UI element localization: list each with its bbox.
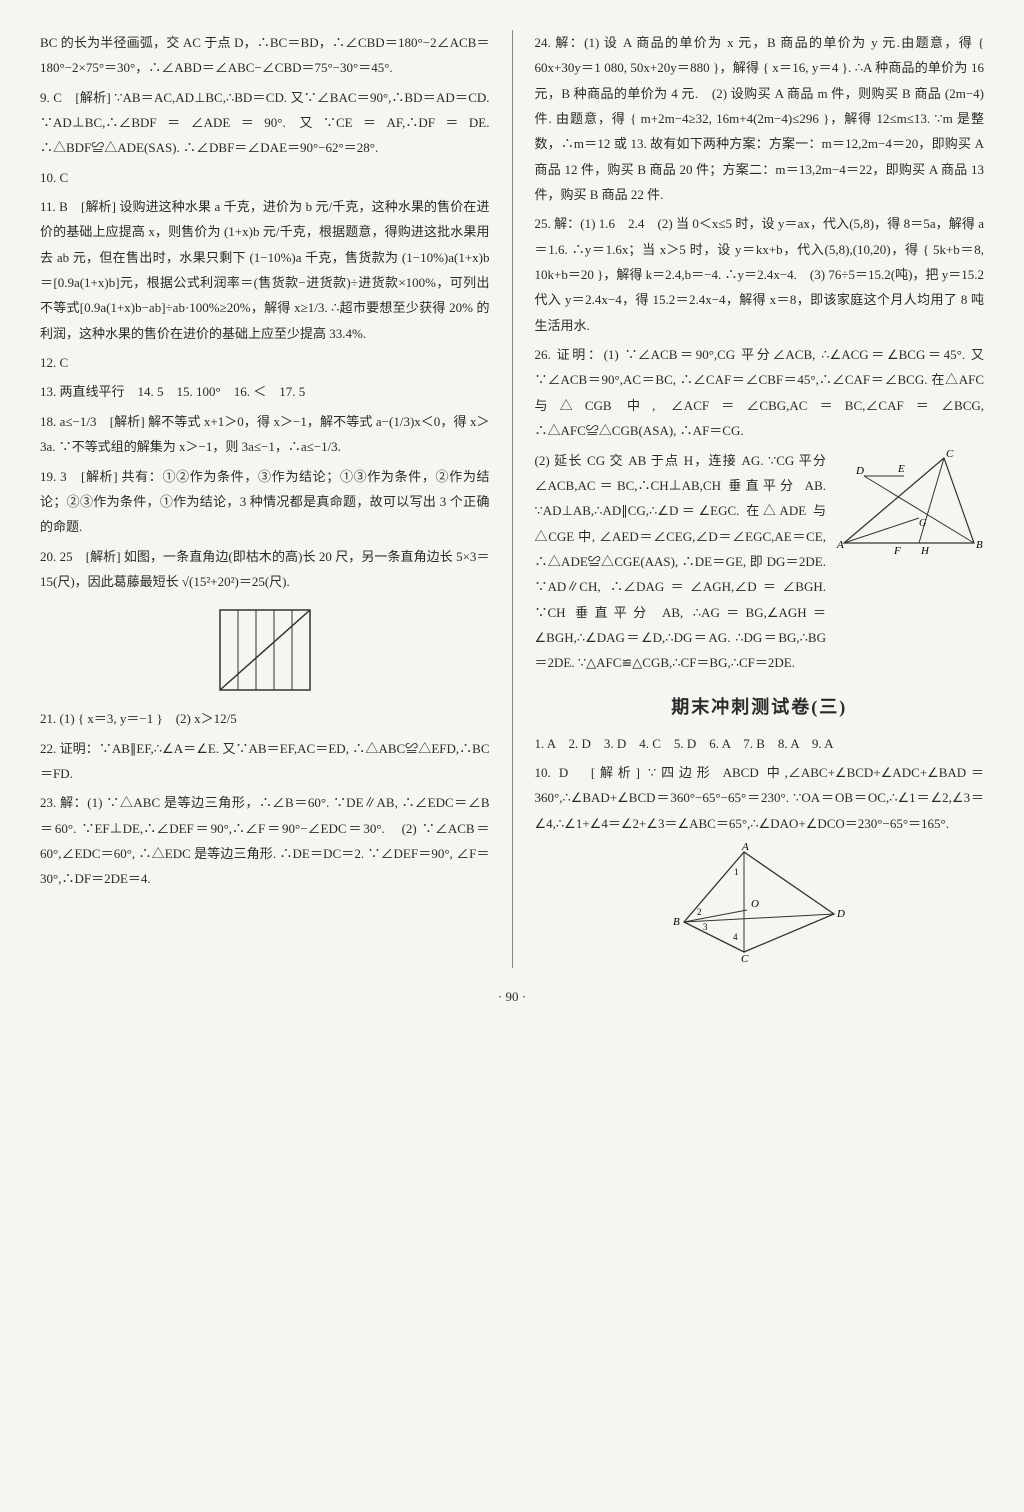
svg-text:3: 3 (703, 922, 708, 932)
quadrilateral-diagram: A B C D O 1 2 3 4 (669, 842, 849, 962)
svg-text:A: A (741, 842, 749, 853)
svg-text:H: H (920, 545, 930, 557)
answer-21: 21. (1) { x＝3, y＝−1 } (2) x＞12/5 (40, 706, 490, 731)
svg-text:4: 4 (733, 932, 738, 942)
svg-text:C: C (741, 953, 749, 962)
svg-text:A: A (836, 539, 844, 551)
answer-26-part2: (2) 延长 CG 交 AB 于点 H，连接 AG. ∵CG 平分∠ACB,AC… (535, 448, 827, 676)
answer-18: 18. a≤−1/3 [解析] 解不等式 x+1＞0，得 x＞−1，解不等式 a… (40, 409, 490, 460)
svg-text:D: D (855, 465, 864, 477)
svg-text:D: D (836, 908, 845, 920)
svg-text:O: O (751, 898, 759, 910)
answer-9: 9. C [解析] ∵AB＝AC,AD⊥BC,∴BD＝CD. 又∵∠BAC＝90… (40, 85, 490, 161)
test3-heading: 期末冲刺测试卷(三) (535, 690, 985, 725)
svg-text:C: C (946, 448, 954, 460)
answer-26-part1: 26. 证明：(1) ∵∠ACB＝90°,CG 平分∠ACB, ∴∠ACG＝∠B… (535, 342, 985, 443)
page-number: · 90 · (40, 984, 984, 1009)
answer-23: 23. 解：(1) ∵△ABC 是等边三角形，∴∠B＝60°. ∵DE∥AB, … (40, 790, 490, 891)
left-column: BC 的长为半径画弧，交 AC 于点 D，∴BC＝BD，∴∠CBD＝180°−2… (40, 30, 490, 968)
answer-10: 10. C (40, 165, 490, 190)
answer-19: 19. 3 [解析] 共有：①②作为条件，③作为结论；①③作为条件，②作为结论；… (40, 464, 490, 540)
continuation-text: BC 的长为半径画弧，交 AC 于点 D，∴BC＝BD，∴∠CBD＝180°−2… (40, 30, 490, 81)
right-column: 24. 解：(1) 设 A 商品的单价为 x 元，B 商品的单价为 y 元.由题… (535, 30, 985, 968)
answer-24: 24. 解：(1) 设 A 商品的单价为 x 元，B 商品的单价为 y 元.由题… (535, 30, 985, 207)
svg-text:G: G (919, 518, 926, 529)
svg-text:E: E (897, 463, 905, 475)
answers-13-17: 13. 两直线平行 14. 5 15. 100° 16. ＜ 17. 5 (40, 379, 490, 404)
answer-11: 11. B [解析] 设购进这种水果 a 千克，进价为 b 元/千克，这种水果的… (40, 194, 490, 346)
answer-12: 12. C (40, 350, 490, 375)
rectangle-grid-diagram (210, 600, 320, 700)
svg-text:F: F (893, 545, 901, 557)
triangle-diagram-26: A B C D E F H G (834, 448, 984, 558)
svg-text:B: B (673, 916, 680, 928)
answer-22: 22. 证明：∵AB∥EF,∴∠A＝∠E. 又∵AB＝EF,AC＝ED, ∴△A… (40, 736, 490, 787)
svg-text:B: B (976, 539, 983, 551)
svg-text:2: 2 (697, 907, 702, 917)
test3-answer-10: 10. D [解析] ∵四边形 ABCD 中,∠ABC+∠BCD+∠ADC+∠B… (535, 760, 985, 836)
test3-answers-1-9: 1. A 2. D 3. D 4. C 5. D 6. A 7. B 8. A … (535, 731, 985, 756)
page-container: BC 的长为半径画弧，交 AC 于点 D，∴BC＝BD，∴∠CBD＝180°−2… (40, 30, 984, 968)
answer-20: 20. 25 [解析] 如图，一条直角边(即枯木的高)长 20 尺，另一条直角边… (40, 544, 490, 595)
column-divider (512, 30, 513, 968)
svg-text:1: 1 (734, 867, 739, 877)
answer-25: 25. 解：(1) 1.6 2.4 (2) 当 0＜x≤5 时，设 y＝ax，代… (535, 211, 985, 338)
